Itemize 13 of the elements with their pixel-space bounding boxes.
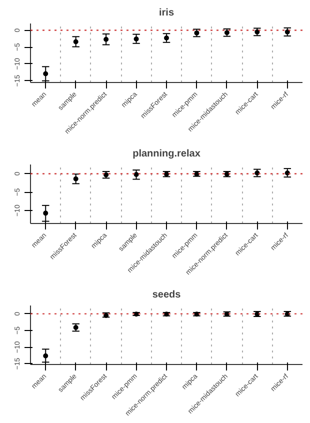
point — [134, 172, 139, 177]
chart-title: iris — [158, 8, 174, 18]
point — [73, 39, 78, 44]
point — [164, 36, 169, 40]
point — [43, 353, 48, 358]
point — [43, 71, 48, 76]
point — [73, 176, 78, 182]
chart-title: planning.relax — [132, 148, 201, 160]
chart-title: seeds — [152, 290, 182, 300]
point — [134, 36, 139, 42]
point — [43, 210, 48, 216]
point — [284, 170, 290, 176]
point — [104, 36, 109, 42]
